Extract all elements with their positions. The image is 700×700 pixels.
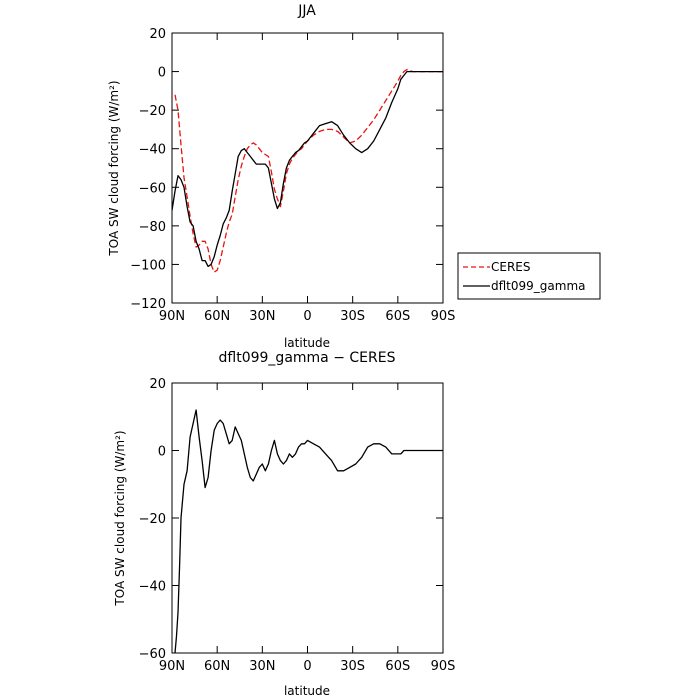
series-line-dflt099-gamma: [171, 70, 443, 268]
plot-frame: [171, 32, 444, 304]
series-line-difference: [174, 409, 443, 654]
y-tick-label: 0: [158, 66, 166, 81]
plot-frame: [171, 382, 444, 654]
x-tick-label: 60N: [204, 659, 230, 674]
x-tick-label: 90S: [431, 309, 456, 324]
chart-title: dflt099_gamma − CERES: [219, 350, 396, 366]
y-tick-label: 20: [149, 27, 166, 42]
x-tick-label: 60N: [204, 309, 230, 324]
series-line-ceres: [174, 68, 443, 273]
x-tick-label: 90S: [431, 659, 456, 674]
panel-bottom: dflt099_gamma − CERES latitude TOA SW cl…: [113, 350, 455, 698]
x-tick-label: 30S: [340, 309, 365, 324]
x-tick-label: 30N: [249, 659, 275, 674]
legend: CERES dflt099_gamma: [457, 252, 601, 300]
y-axis-label: TOA SW cloud forcing (W/m²): [113, 430, 127, 606]
chart-title: JJA: [297, 3, 316, 19]
panel-top: JJA latitude TOA SW cloud forcing (W/m²)…: [107, 3, 601, 350]
y-tick-label: −40: [139, 143, 166, 158]
legend-label-dflt099-gamma: dflt099_gamma: [491, 279, 586, 293]
y-axis-label: TOA SW cloud forcing (W/m²): [107, 80, 121, 256]
y-tick-label: −40: [139, 580, 166, 595]
plot-area: 90N 60N 30N 0 30S 60S 90S 20 0 −20 −40 −60: [139, 377, 456, 674]
y-tick-label: 20: [149, 377, 166, 392]
x-tick-label: 30N: [249, 309, 275, 324]
x-axis-label: latitude: [284, 684, 330, 698]
y-tick-label: −120: [130, 297, 166, 312]
y-tick-label: −60: [139, 647, 166, 662]
y-tick-label: −100: [130, 258, 166, 273]
y-tick-label: −20: [139, 512, 166, 527]
y-tick-label: −60: [139, 181, 166, 196]
x-axis-label: latitude: [284, 336, 330, 350]
x-tick-label: 60S: [385, 659, 410, 674]
y-tick-label: −80: [139, 220, 166, 235]
y-tick-label: −20: [139, 104, 166, 119]
x-tick-label: 60S: [385, 309, 410, 324]
legend-box: [457, 252, 601, 300]
y-tick-label: 0: [158, 445, 166, 460]
legend-label-ceres: CERES: [491, 260, 531, 274]
x-tick-label: 0: [303, 659, 311, 674]
x-tick-label: 30S: [340, 659, 365, 674]
plot-area: 90N 60N 30N 0 30S 60S 90S 20 0 −20 −40 −60 −80 −100 −1…: [130, 27, 455, 324]
x-tick-label: 90N: [159, 659, 185, 674]
x-tick-label: 0: [303, 309, 311, 324]
x-tick-label: 90N: [159, 309, 185, 324]
